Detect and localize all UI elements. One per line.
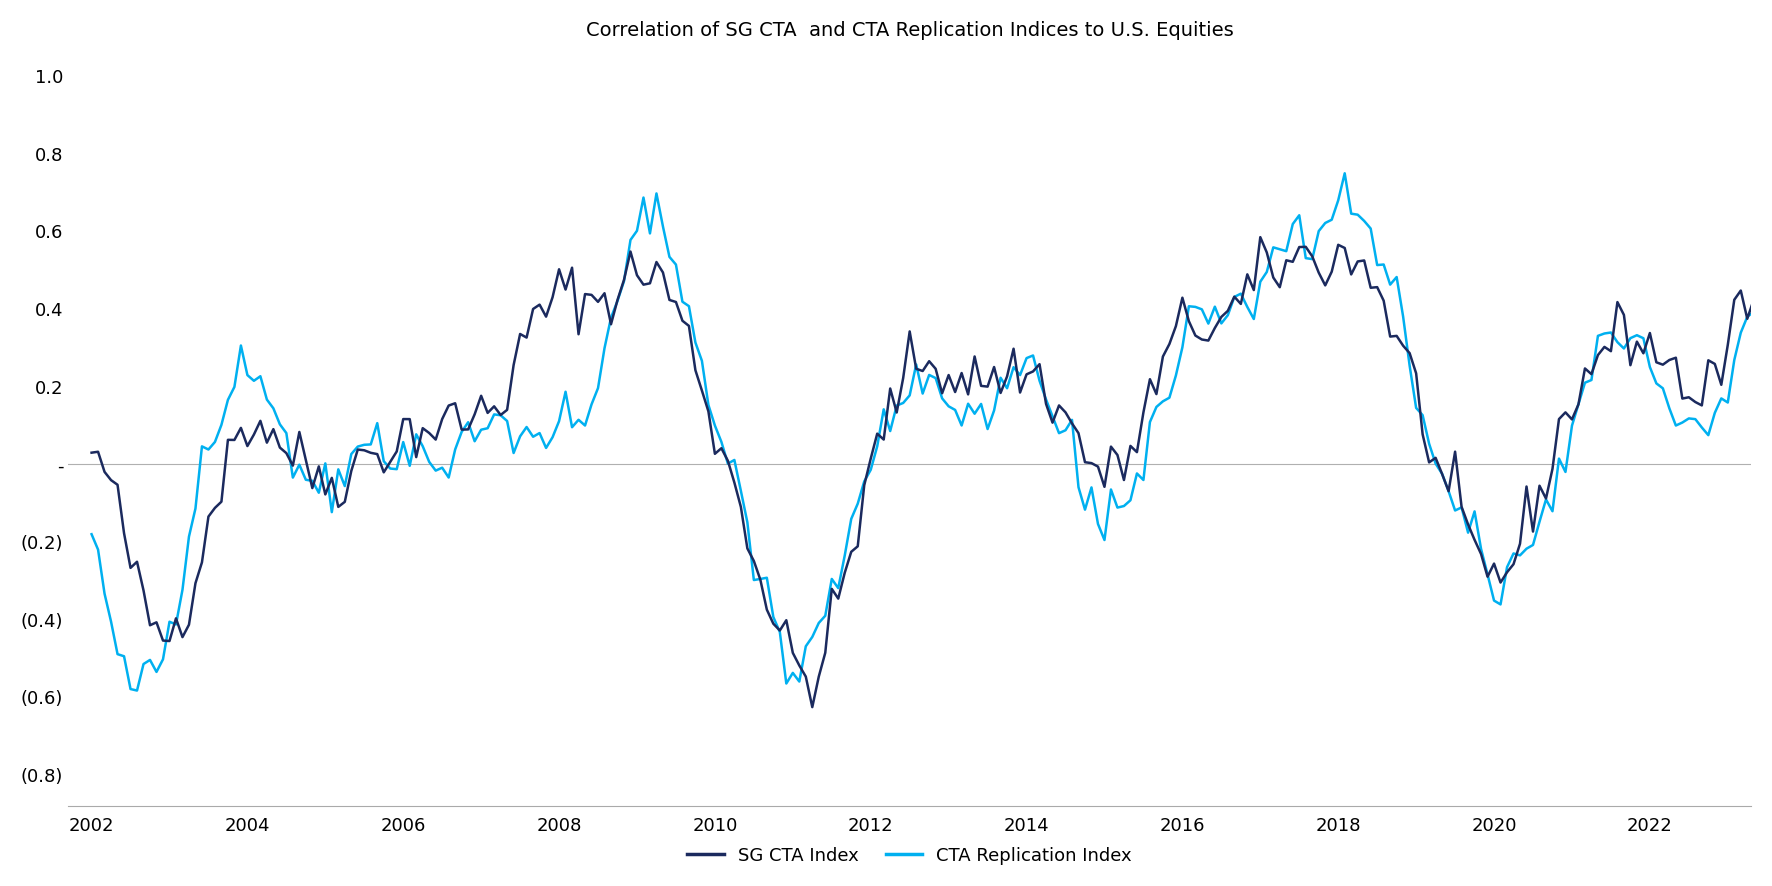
SG CTA Index bbox=[257, 438, 278, 448]
CTA Replication Index bbox=[1224, 291, 1246, 302]
SG CTA Index bbox=[82, 447, 103, 458]
Line: CTA Replication Index: CTA Replication Index bbox=[92, 136, 1772, 690]
Legend: SG CTA Index, CTA Replication Index: SG CTA Index, CTA Replication Index bbox=[680, 839, 1139, 872]
CTA Replication Index bbox=[1671, 417, 1692, 428]
Title: Correlation of SG CTA  and CTA Replication Indices to U.S. Equities: Correlation of SG CTA and CTA Replicatio… bbox=[587, 21, 1233, 40]
SG CTA Index bbox=[801, 702, 822, 712]
CTA Replication Index bbox=[126, 685, 147, 696]
CTA Replication Index bbox=[198, 444, 220, 455]
CTA Replication Index bbox=[477, 423, 498, 433]
Line: SG CTA Index: SG CTA Index bbox=[92, 229, 1772, 707]
CTA Replication Index bbox=[82, 529, 103, 540]
SG CTA Index bbox=[1554, 407, 1575, 417]
